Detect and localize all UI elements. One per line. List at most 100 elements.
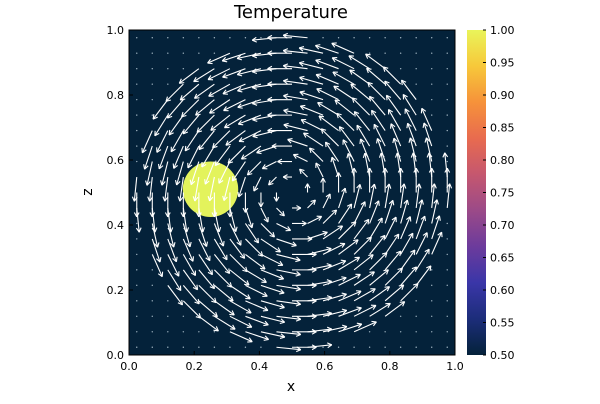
grid-dot [431,269,432,270]
colorbar-tick-label: 0.50 [490,349,515,362]
grid-dot [136,130,137,131]
grid-dot [415,316,416,317]
grid-dot [167,68,168,69]
grid-dot [152,83,153,84]
grid-dot [183,68,184,69]
grid-dot [447,83,448,84]
grid-dot [415,347,416,348]
grid-dot [167,347,168,348]
grid-dot [183,347,184,348]
chart-title: Temperature [233,2,348,23]
grid-dot [400,347,401,348]
grid-dot [167,331,168,332]
grid-dot [167,83,168,84]
grid-dot [447,269,448,270]
colorbar-tick-label: 0.75 [490,187,515,200]
grid-dot [260,347,261,348]
grid-dot [183,331,184,332]
grid-dot [245,37,246,38]
grid-dot [260,37,261,38]
grid-dot [152,53,153,54]
grid-dot [431,285,432,286]
grid-dot [152,316,153,317]
grid-dot [167,53,168,54]
grid-dot [136,37,137,38]
grid-dot [447,316,448,317]
grid-dot [136,83,137,84]
x-tick-label: 0.2 [185,360,203,373]
grid-dot [415,68,416,69]
grid-dot [447,347,448,348]
grid-dot [198,347,199,348]
grid-dot [447,223,448,224]
grid-dot [152,68,153,69]
grid-dot [369,347,370,348]
grid-dot [152,114,153,115]
plot-area [129,30,455,355]
grid-dot [415,83,416,84]
grid-dot [136,316,137,317]
y-tick-label: 0.4 [107,219,125,232]
grid-dot [214,331,215,332]
colorbar-tick-label: 0.85 [490,122,515,135]
grid-dot [198,53,199,54]
grid-dot [152,269,153,270]
grid-dot [400,53,401,54]
x-tick-label: 1.0 [446,360,464,373]
grid-dot [431,316,432,317]
grid-dot [400,331,401,332]
grid-dot [400,37,401,38]
x-axis-label: x [287,379,295,395]
y-tick-label: 0.0 [107,349,125,362]
grid-dot [214,347,215,348]
grid-dot [229,347,230,348]
grid-dot [447,114,448,115]
grid-dot [384,37,385,38]
y-axis-label: z [80,188,96,195]
y-tick-label: 0.6 [107,154,125,167]
grid-dot [214,37,215,38]
grid-dot [136,114,137,115]
grid-dot [431,83,432,84]
grid-dot [353,347,354,348]
grid-dot [447,37,448,38]
grid-dot [136,99,137,100]
grid-dot [447,130,448,131]
grid-dot [136,285,137,286]
grid-dot [322,37,323,38]
grid-dot [136,223,137,224]
grid-dot [447,53,448,54]
grid-dot [447,99,448,100]
grid-dot [183,316,184,317]
grid-dot [415,53,416,54]
grid-dot [167,37,168,38]
grid-dot [322,347,323,348]
grid-dot [415,331,416,332]
colorbar-tick-label: 0.65 [490,252,515,265]
colorbar-tick-label: 0.70 [490,219,515,232]
grid-dot [400,316,401,317]
grid-dot [198,331,199,332]
grid-dot [167,316,168,317]
x-tick-label: 0.6 [316,360,334,373]
grid-dot [338,37,339,38]
y-tick-label: 1.0 [107,24,125,37]
grid-dot [136,331,137,332]
grid-dot [447,68,448,69]
grid-dot [369,53,370,54]
grid-dot [136,238,137,239]
grid-dot [431,331,432,332]
grid-dot [214,53,215,54]
grid-dot [431,37,432,38]
grid-dot [152,347,153,348]
x-tick-label: 0.8 [381,360,399,373]
grid-dot [431,53,432,54]
grid-dot [152,285,153,286]
y-tick-label: 0.8 [107,89,125,102]
grid-dot [136,68,137,69]
colorbar-tick-label: 0.90 [490,89,515,102]
grid-dot [245,347,246,348]
grid-dot [384,331,385,332]
grid-dot [136,269,137,270]
